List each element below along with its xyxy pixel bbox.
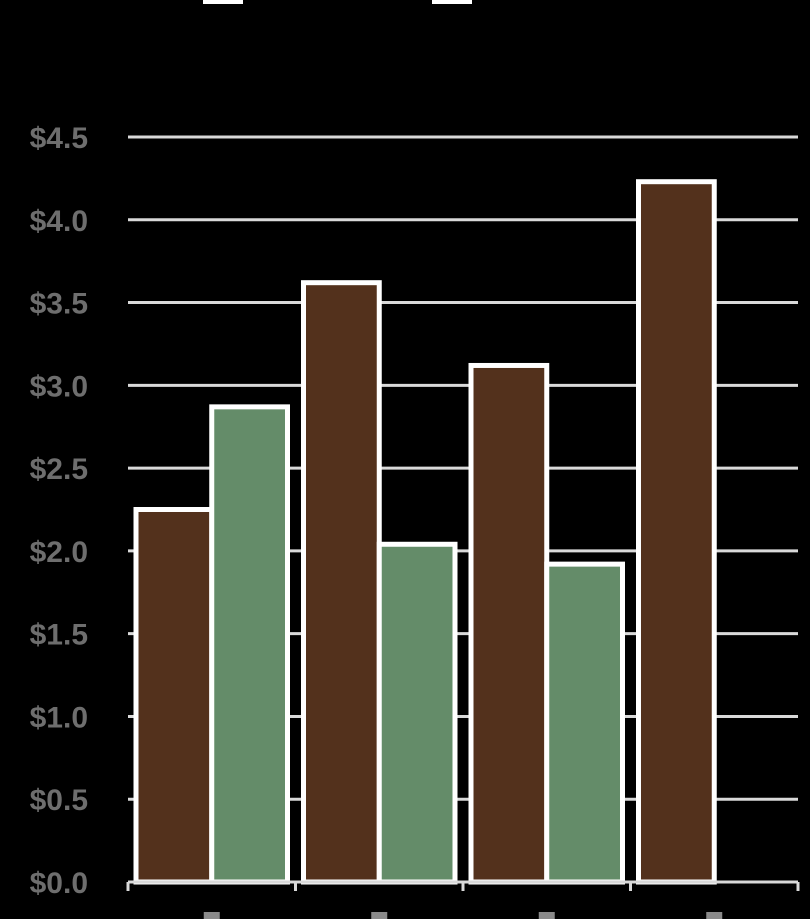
legend-swatch-series-2: [432, 0, 472, 4]
bar-series-1-category-3: [468, 362, 550, 885]
y-tick-label: $3.0: [30, 370, 88, 403]
y-tick-label: $0.5: [30, 784, 88, 817]
y-tick-label: $2.5: [30, 453, 88, 486]
bars: [133, 179, 717, 885]
y-tick-label: $4.0: [30, 205, 88, 238]
bar-series-2-category-2: [376, 541, 458, 885]
x-axis: [126, 880, 800, 919]
legend: [203, 0, 472, 4]
bar-series-2-category-1: [209, 404, 290, 885]
bar-series-1-category-1: [133, 507, 215, 885]
y-tick-label: $1.0: [30, 701, 88, 734]
legend-swatch-series-1: [203, 0, 243, 4]
bar-series-1-category-2: [301, 280, 382, 885]
x-tick-label-partial: [371, 912, 388, 919]
y-tick-label: $3.5: [30, 288, 88, 321]
x-tick-label-partial: [538, 912, 555, 919]
y-tick-label: $1.5: [30, 619, 88, 652]
bar-series-1-category-4: [636, 179, 717, 885]
y-tick-label: $4.5: [30, 122, 88, 155]
y-axis-tick-labels: $0.0 $0.5 $1.0 $1.5 $2.0 $2.5 $3.0 $3.5 $4.0 $4.5: [30, 122, 88, 900]
bar-series-2-category-3: [544, 561, 625, 885]
x-tick-label-partial: [203, 912, 220, 919]
y-tick-label: $0.0: [30, 867, 88, 900]
y-tick-label: $2.0: [30, 536, 88, 569]
x-tick-label-partial: [706, 912, 723, 919]
